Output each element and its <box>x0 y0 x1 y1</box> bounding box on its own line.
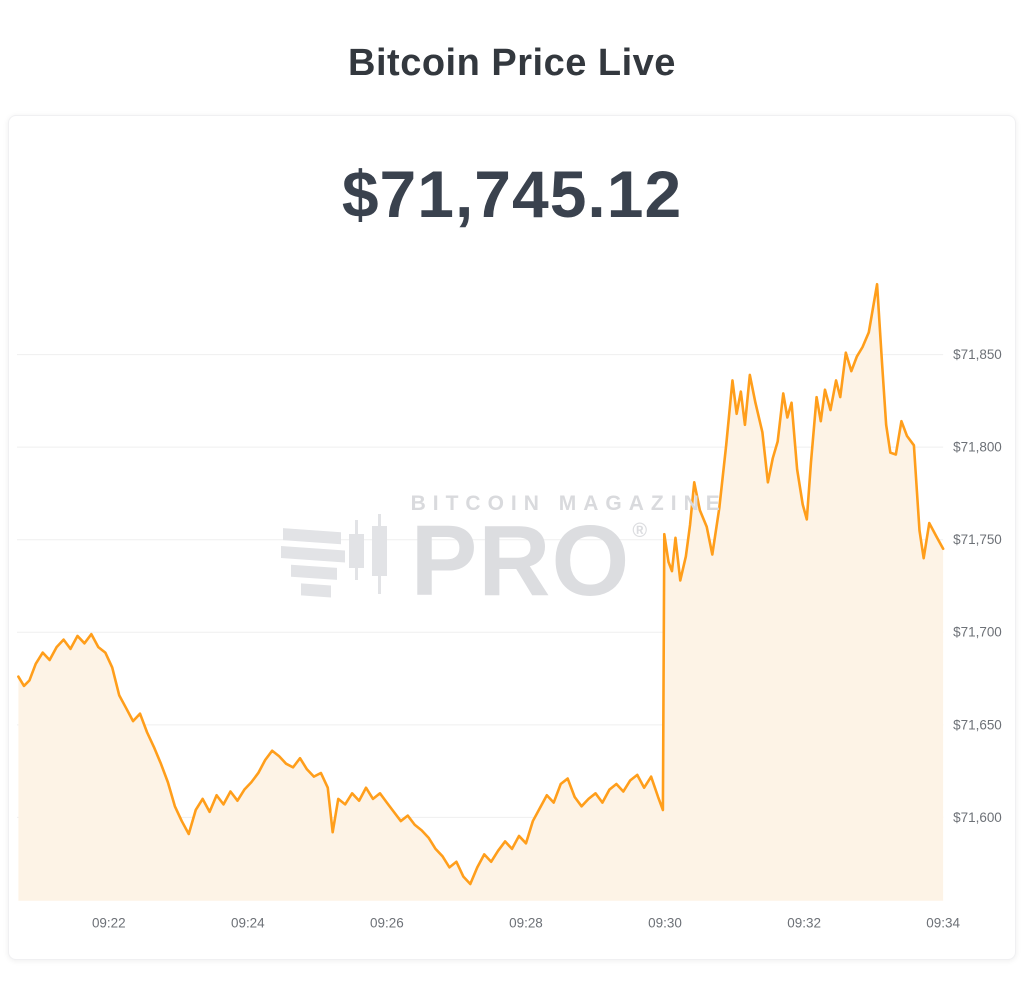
price-area-fill <box>18 284 944 901</box>
x-axis-label: 09:34 <box>926 916 960 931</box>
price-chart-card: $71,745.12 $71,850 $71,800 $71,750 $71,700 $… <box>8 115 1016 960</box>
y-axis-label: $71,850 <box>953 347 1002 362</box>
current-price-display: $71,745.12 <box>341 157 683 231</box>
x-axis-label: 09:26 <box>370 916 404 931</box>
page-title: Bitcoin Price Live <box>348 42 676 84</box>
y-axis-label: $71,700 <box>953 625 1002 640</box>
x-axis-label: 09:24 <box>231 916 265 931</box>
price-chart-svg[interactable]: $71,850 $71,800 $71,750 $71,700 $71,650 $71,6… <box>9 254 1015 943</box>
x-axis-label: 09:22 <box>92 916 126 931</box>
y-axis-label: $71,600 <box>953 810 1002 825</box>
x-axis-label: 09:28 <box>509 916 543 931</box>
price-chart[interactable]: $71,850 $71,800 $71,750 $71,700 $71,650 $71,6… <box>9 254 1015 943</box>
y-axis-label: $71,750 <box>953 532 1002 547</box>
price-line[interactable] <box>17 282 945 886</box>
y-axis-label: $71,800 <box>953 440 1002 455</box>
y-axis-label: $71,650 <box>953 717 1002 732</box>
x-axis-label: 09:32 <box>787 916 821 931</box>
x-axis-label: 09:30 <box>648 916 682 931</box>
